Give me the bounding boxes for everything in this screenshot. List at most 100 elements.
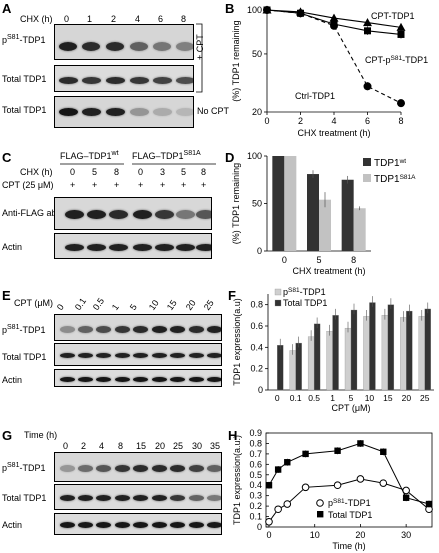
band-e-total-6 — [169, 352, 185, 358]
band-a-total1-5 — [175, 76, 193, 84]
bar-f-1-5 — [369, 302, 376, 391]
series-label-b-1: CPT-pS81-TDP1 — [365, 55, 428, 65]
band-c-flag-5 — [175, 209, 195, 219]
time-g-3: 8 — [118, 441, 124, 451]
band-e-actin-4 — [132, 376, 148, 382]
band-e-total-1 — [77, 352, 93, 358]
cpt-value-c-4: + — [160, 180, 166, 190]
blot-e-actin — [54, 369, 222, 387]
panel-letter-d: D — [225, 150, 235, 165]
ytick-label-f-3: 0.6 — [250, 321, 263, 331]
ytick-label-f-2: 0.4 — [250, 342, 263, 352]
time-g-1: 2 — [81, 441, 87, 451]
band-a-pS81-1 — [82, 41, 100, 51]
chx-value-c-0: 0 — [70, 167, 76, 177]
band-c-flag-1 — [86, 209, 106, 219]
ytick-label-h-7: 0.7 — [249, 449, 262, 459]
chx-value-c-4: 3 — [160, 167, 166, 177]
series-label-b-0: CPT-TDP1 — [371, 11, 415, 21]
time-g-8: 35 — [210, 441, 221, 451]
row-label-e-pS81-sup: S81 — [7, 324, 20, 331]
legend-marker-h-0 — [316, 499, 324, 507]
band-c-actin-4 — [154, 243, 174, 251]
legend-label-h-0: pS81-TDP1 — [328, 498, 371, 508]
xtick-label-b-2: 4 — [331, 116, 336, 126]
band-e-total-4 — [132, 352, 148, 358]
xtick-label-b-1: 2 — [298, 116, 303, 126]
band-e-actin-2 — [95, 376, 111, 382]
row-label-a-pS81-prefix: p — [2, 35, 8, 45]
bar-f-1-4 — [350, 309, 358, 391]
legend-marker-h-1 — [317, 511, 324, 518]
band-g-actin-0 — [59, 522, 75, 528]
legend-swatch-d-1 — [363, 174, 371, 182]
point-h-1-4 — [334, 447, 341, 454]
panel-letter-g: G — [2, 428, 13, 443]
band-e-actin-8 — [206, 376, 221, 382]
bar-f-0-4 — [344, 327, 352, 391]
band-g-actin-3 — [114, 522, 130, 528]
band-e-actin-7 — [188, 376, 204, 382]
cpt-value-c-6: + — [201, 180, 207, 190]
ytick-label-h-9: 0.9 — [249, 428, 262, 438]
point-b-1-3 — [364, 27, 371, 35]
legend-swatch-f-1 — [274, 299, 282, 307]
band-g-total-3 — [114, 495, 130, 501]
chx-value-c-2: 8 — [114, 167, 120, 177]
ytick-label-d-2: 100 — [247, 151, 262, 161]
ytick-label-h-0: 0 — [257, 522, 262, 532]
ytick-label-f-0: 0 — [258, 385, 263, 395]
band-a-total2-3 — [129, 108, 149, 116]
bar-f-0-6 — [381, 315, 389, 391]
ytick-label-h-1: 0.1 — [249, 512, 262, 522]
band-e-total-0 — [59, 352, 75, 358]
point-b-0-3 — [363, 18, 372, 27]
blot-g-total — [54, 484, 222, 510]
band-c-actin-2 — [108, 243, 128, 251]
legend-label-h-1: Total TDP1 — [328, 510, 372, 520]
band-c-actin-6 — [195, 243, 211, 251]
band-g-actin-7 — [188, 522, 204, 528]
band-c-flag-3 — [132, 209, 152, 219]
band-c-actin-5 — [175, 243, 195, 251]
xtick-label-b-3: 6 — [365, 116, 370, 126]
header-c-s81a-text: FLAG–TDP1 — [132, 151, 184, 161]
point-h-1-2 — [284, 459, 291, 466]
chart-h: 00.10.20.30.40.50.60.70.80.90 10 20 30Time … — [232, 428, 433, 551]
bar-f-1-8 — [424, 308, 431, 391]
band-g-total-1 — [77, 495, 93, 501]
band-a-total1-2 — [105, 76, 125, 84]
blot-a-pS81 — [54, 24, 194, 60]
legend-swatch-d-0 — [363, 158, 371, 166]
xtick-label-f-3: 1 — [330, 393, 335, 403]
point-h-0-6 — [379, 479, 388, 487]
header-c-s81a: FLAG–TDP1S81A — [132, 150, 201, 161]
cond-label-e: CPT (μM) — [14, 298, 54, 308]
band-g-actin-8 — [206, 522, 221, 528]
xtick-label-f-0: 0 — [275, 393, 280, 403]
band-g-total-5 — [151, 495, 167, 501]
timepoint-a-0: 0 — [64, 14, 70, 24]
band-a-pS81-3 — [130, 41, 148, 51]
band-e-total-8 — [206, 352, 221, 358]
cpt-value-c-3: + — [138, 180, 144, 190]
cpt-value-c-0: + — [70, 180, 76, 190]
band-a-total2-4 — [152, 108, 172, 116]
ytick-label-b-2: 100 — [247, 5, 262, 15]
ytick-label-h-6: 0.6 — [249, 459, 262, 469]
point-h-0-3 — [301, 483, 310, 492]
header-underline-c — [60, 163, 216, 165]
conc-e-0: 0 — [54, 302, 66, 312]
band-c-flag-0 — [64, 209, 84, 219]
band-e-total-2 — [95, 352, 111, 358]
band-e-actin-5 — [151, 376, 167, 382]
cpt-value-c-2: + — [114, 180, 120, 190]
xtick-label-b-4: 8 — [398, 116, 403, 126]
ytick-label-d-1: 50 — [252, 199, 262, 209]
row-label-e-actin: Actin — [2, 375, 23, 385]
conc-e-5: 10 — [146, 298, 161, 312]
time-g-7: 30 — [192, 441, 203, 451]
point-h-0-0 — [265, 517, 273, 526]
band-c-actin-3 — [132, 243, 152, 251]
xtick-label-d-0: 0 — [282, 255, 287, 265]
